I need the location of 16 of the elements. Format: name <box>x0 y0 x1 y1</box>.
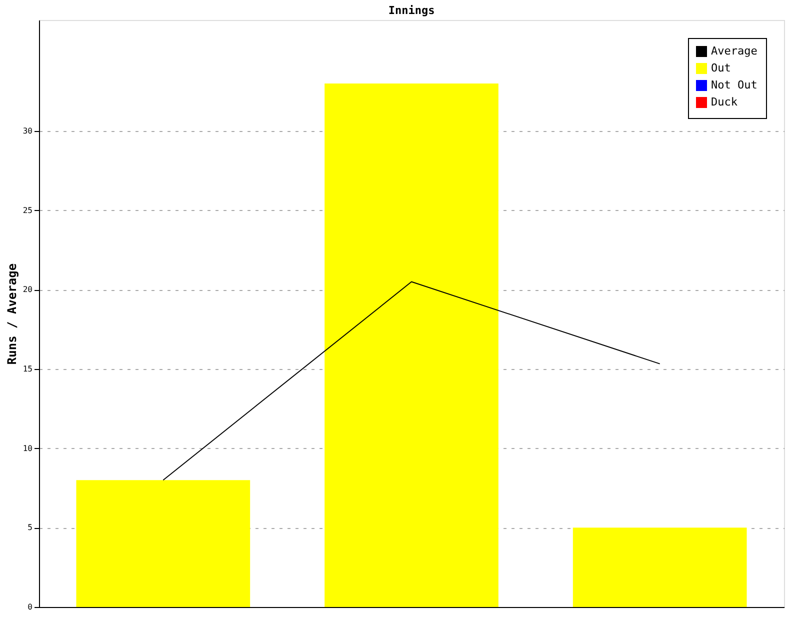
y-tick-label: 20 <box>22 285 33 294</box>
y-tick-label: 30 <box>22 126 33 136</box>
bar <box>572 528 747 607</box>
legend-label: Average <box>711 44 758 58</box>
y-tick-label: 15 <box>22 364 33 374</box>
y-tick-label: 10 <box>22 444 33 453</box>
bar <box>324 83 498 607</box>
bar <box>76 480 250 607</box>
legend-label: Not Out <box>711 78 758 92</box>
y-axis-title: Runs / Average <box>4 263 19 365</box>
legend-label: Out <box>711 62 731 74</box>
y-tick-label: 5 <box>28 523 33 532</box>
y-tick-label: 25 <box>22 206 33 215</box>
y-tick-label: 0 <box>28 602 33 612</box>
legend-label: Duck <box>711 96 738 108</box>
chart-title: Innings <box>388 4 435 17</box>
